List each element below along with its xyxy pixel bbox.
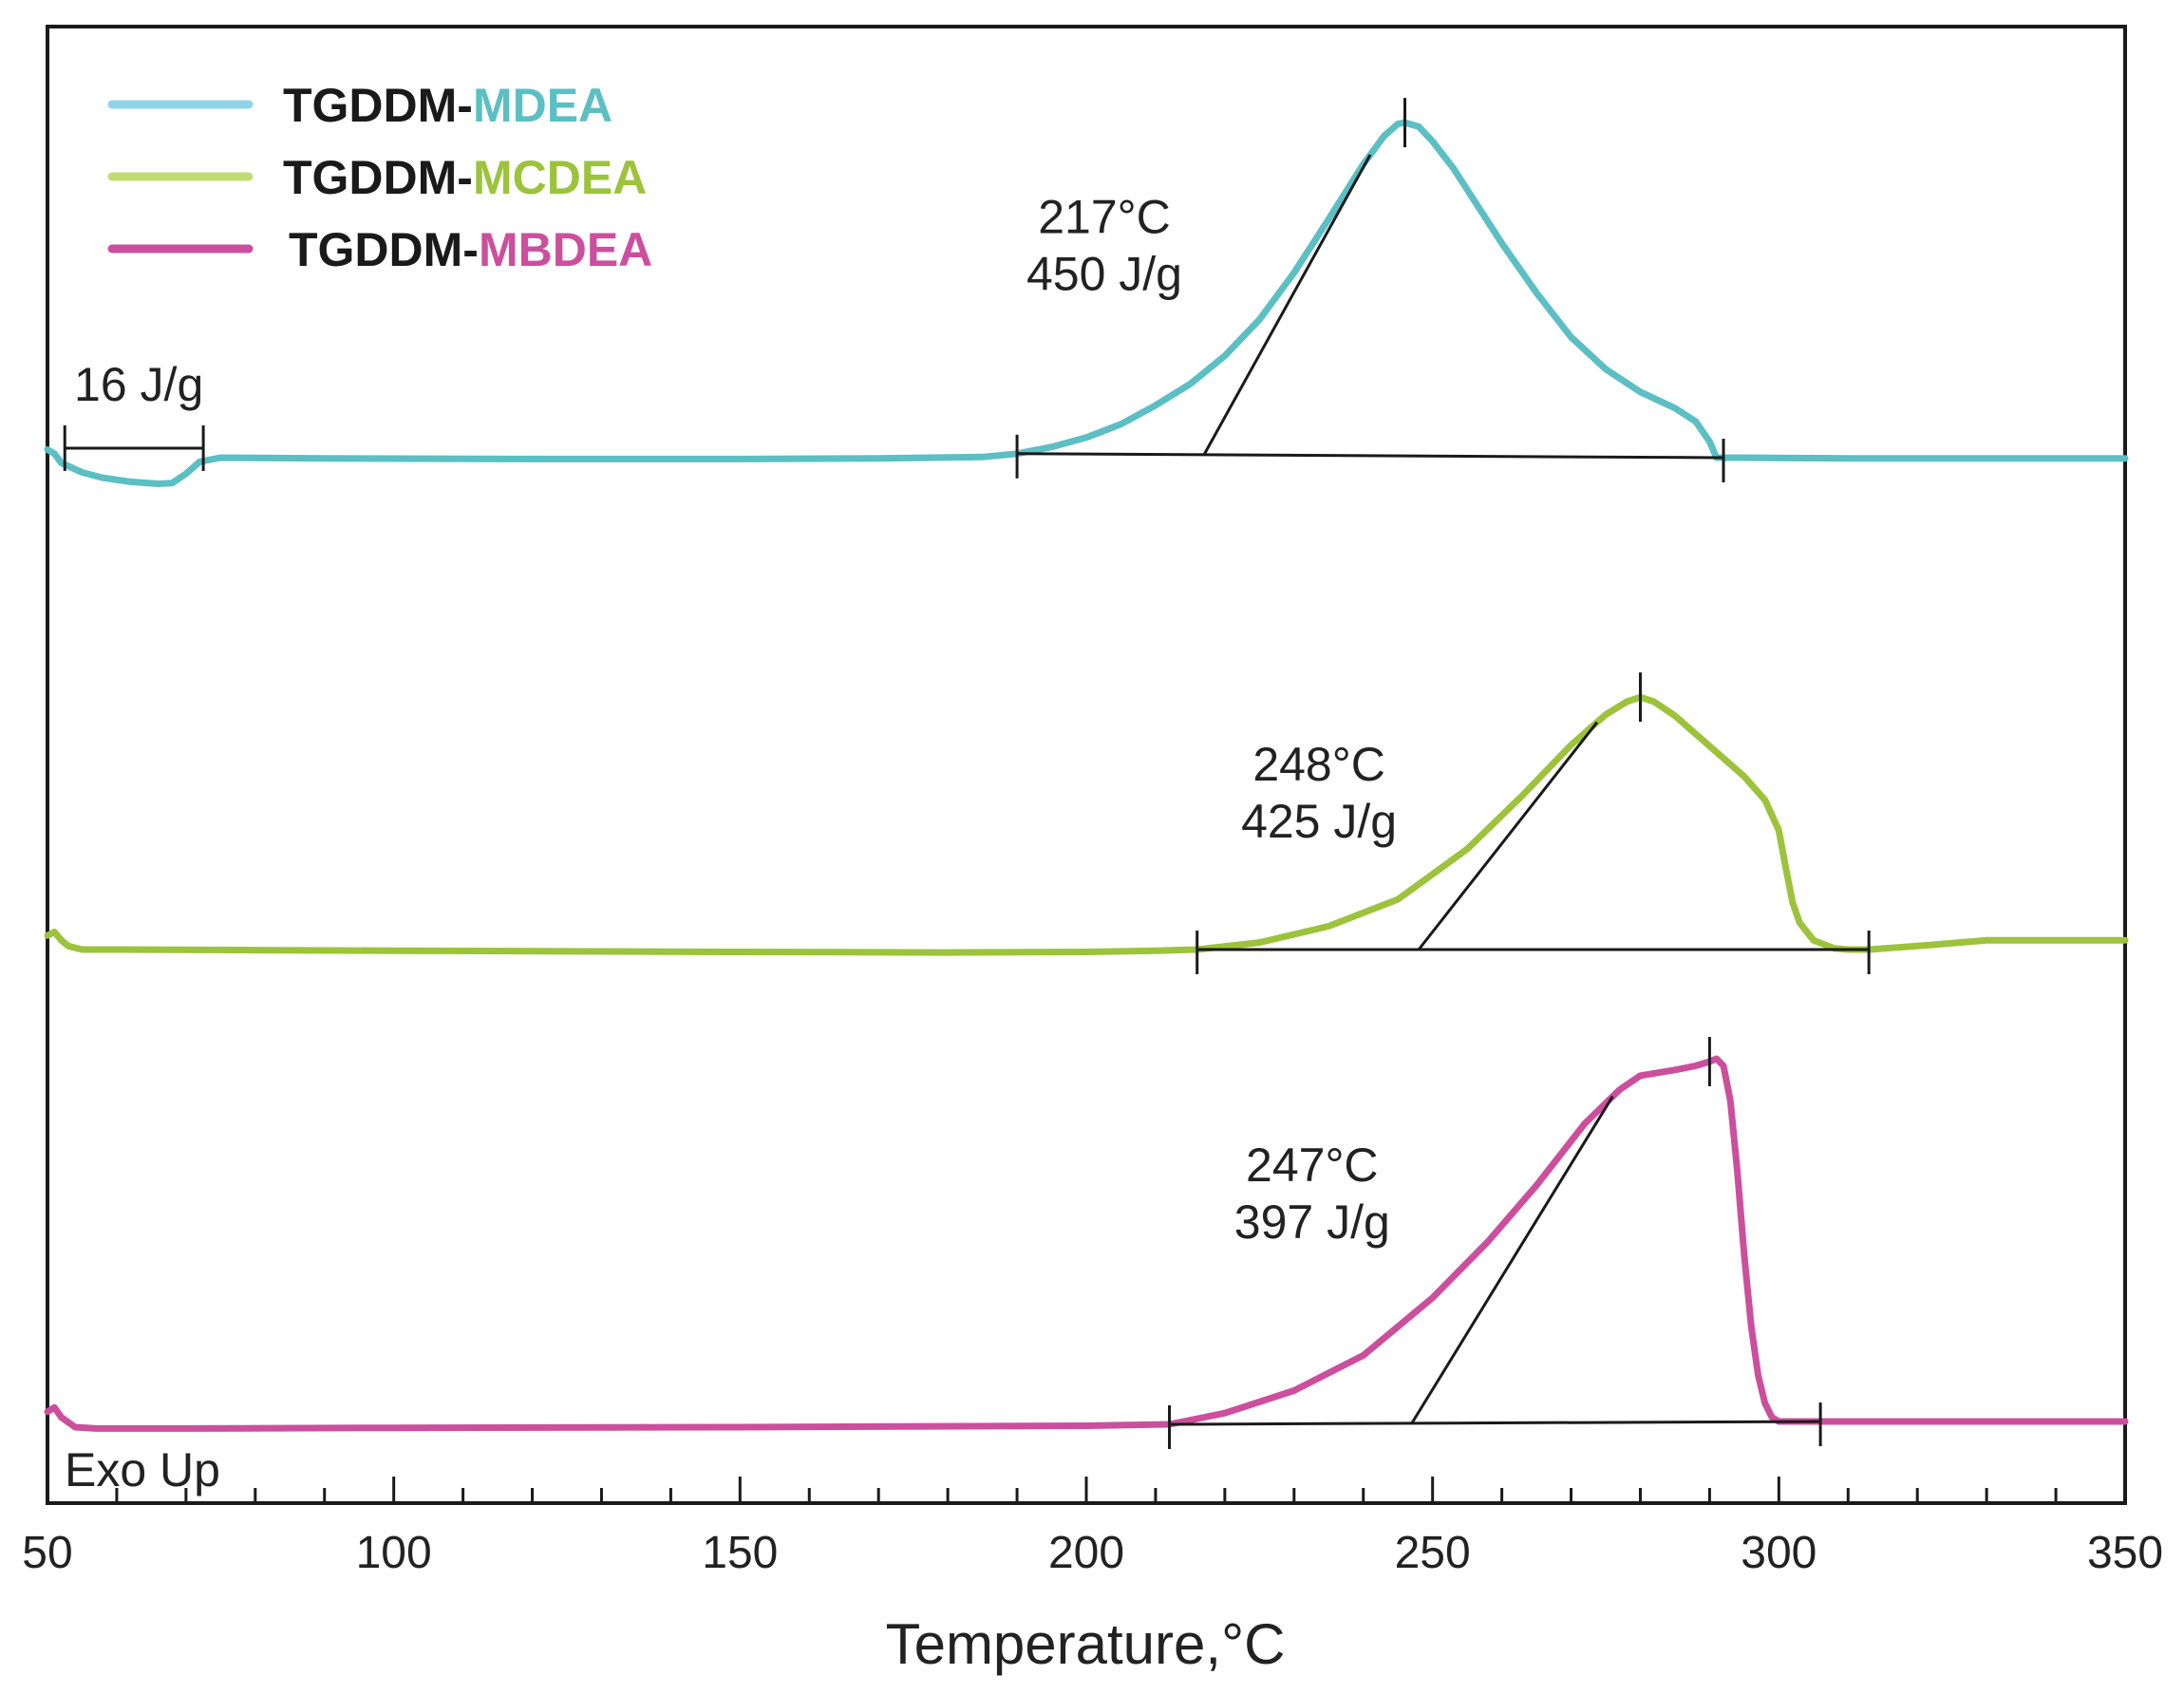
x-tick-label: 300 xyxy=(1741,1528,1817,1578)
onset-temp-label: 247°C xyxy=(1246,1139,1379,1192)
legend: TGDDM-MDEA TGDDM-MCDEA TGDDM-MBDEA xyxy=(107,79,652,276)
onset-tangent xyxy=(1417,721,1599,951)
x-ticks: 50 100 150 200 250 300 350 xyxy=(22,1477,2163,1578)
onset-temp-label: 248°C xyxy=(1252,738,1385,791)
x-tick-label: 150 xyxy=(702,1528,778,1578)
exo-up-label: Exo Up xyxy=(65,1443,220,1496)
legend-entry: TGDDM-MCDEA xyxy=(283,151,647,204)
baseline xyxy=(1017,452,1723,460)
x-axis-title: Temperature,°C xyxy=(886,1612,1286,1676)
legend-entry: TGDDM-MDEA xyxy=(283,79,612,132)
x-tick-label: 200 xyxy=(1048,1528,1124,1578)
curve-mdea xyxy=(44,119,2129,487)
curve-mbdea xyxy=(44,1055,2129,1432)
onset-tangent xyxy=(1410,1095,1614,1424)
onset-temp-label: 217°C xyxy=(1038,191,1171,244)
legend-entry: TGDDM-MBDEA xyxy=(289,223,652,276)
baseline xyxy=(1169,1420,1821,1426)
enthalpy-label: 425 J/g xyxy=(1241,795,1397,848)
x-tick-label: 250 xyxy=(1395,1528,1471,1578)
x-tick-label: 100 xyxy=(356,1528,432,1578)
enthalpy-label: 450 J/g xyxy=(1026,248,1182,301)
x-tick-label: 350 xyxy=(2087,1528,2163,1578)
curves xyxy=(44,119,2129,1432)
curve-mcdea xyxy=(44,693,2129,956)
endotherm-label: 16 J/g xyxy=(74,358,203,411)
enthalpy-label: 397 J/g xyxy=(1234,1195,1390,1249)
x-tick-label: 50 xyxy=(22,1528,72,1578)
onset-tangent xyxy=(1202,154,1372,456)
